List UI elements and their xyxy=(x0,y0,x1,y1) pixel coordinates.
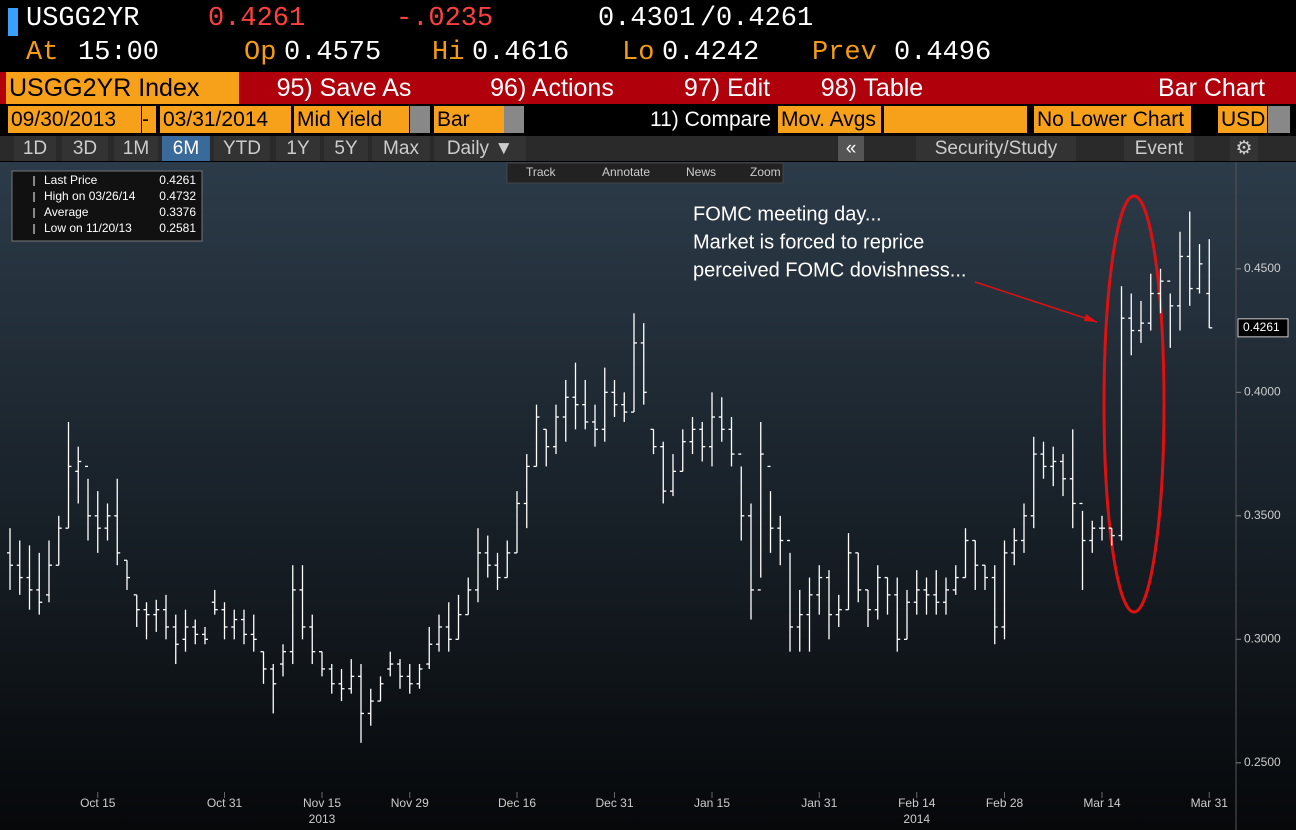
dropdown[interactable] xyxy=(410,106,430,133)
year-label: 2013 xyxy=(309,812,336,826)
tool[interactable]: Annotate xyxy=(602,165,650,179)
style[interactable]: Bar xyxy=(434,106,505,133)
high: 0.4616 xyxy=(472,38,570,68)
legend-value: 0.4261 xyxy=(159,173,196,187)
label: At xyxy=(26,38,59,68)
field[interactable]: Mid Yield xyxy=(294,106,409,133)
period[interactable]: Daily ▼ xyxy=(434,136,526,161)
field-empty[interactable] xyxy=(884,106,1027,133)
dropdown[interactable] xyxy=(504,106,524,133)
chart: Track Annotate News Zoom 0.2500 0.3000 0.3500 0… xyxy=(0,162,1296,830)
low: 0.4242 xyxy=(662,38,760,68)
x-tick-label: Dec 31 xyxy=(595,796,633,810)
legend-value: 0.2581 xyxy=(159,221,196,235)
tools-bar xyxy=(506,162,784,184)
x-tick-label: Oct 15 xyxy=(80,796,116,810)
legend-value: 0.3376 xyxy=(159,205,196,219)
tab[interactable]: 5Y xyxy=(324,136,368,161)
x-tick-label: Feb 14 xyxy=(898,796,936,810)
tab[interactable]: 1D xyxy=(14,136,56,161)
tab[interactable]: Max xyxy=(372,136,430,161)
dash: - xyxy=(142,106,156,133)
legend-label: High on 03/26/14 xyxy=(44,189,136,203)
last-price-label: 0.4261 xyxy=(1243,320,1280,334)
tab[interactable]: 3D xyxy=(62,136,108,161)
button[interactable]: 96) Actions xyxy=(452,72,652,104)
settings[interactable]: ⚙ xyxy=(1230,136,1258,161)
mov-avgs[interactable]: Mov. Avgs xyxy=(778,106,881,133)
event[interactable]: Event xyxy=(1124,136,1194,161)
prev: 0.4496 xyxy=(894,38,992,68)
arrow-head xyxy=(1084,314,1097,322)
bid: 0.4301 xyxy=(598,4,696,34)
start-date[interactable]: 09/30/2013 xyxy=(8,106,141,133)
tab[interactable]: 6M xyxy=(162,136,210,161)
button[interactable]: 97) Edit xyxy=(656,72,798,104)
y-tick-label: 0.4000 xyxy=(1244,384,1281,398)
legend-label: Average xyxy=(44,205,89,219)
view[interactable]: Bar Chart xyxy=(1158,74,1265,102)
legend-box xyxy=(11,170,203,242)
y-tick-label: 0.4500 xyxy=(1244,261,1281,275)
x-tick-label: Jan 31 xyxy=(801,796,837,810)
tab[interactable]: YTD xyxy=(214,136,270,161)
highlight-ellipse xyxy=(1102,194,1166,614)
x-tick-label: Feb 28 xyxy=(986,796,1024,810)
label: Prev xyxy=(812,38,877,68)
study[interactable]: Security/Study xyxy=(916,136,1076,161)
tab[interactable]: 1Y xyxy=(276,136,320,161)
y-tick-label: 0.3000 xyxy=(1244,631,1281,645)
slash: / xyxy=(700,4,717,34)
label: Hi xyxy=(432,38,465,68)
x-tick-label: Oct 31 xyxy=(207,796,243,810)
legend-label: Low on 11/20/13 xyxy=(44,221,132,235)
tab[interactable]: 1M xyxy=(114,136,158,161)
year-label: 2014 xyxy=(903,812,930,826)
time: 15:00 xyxy=(78,38,160,68)
marker xyxy=(8,8,18,36)
change: -.0235 xyxy=(396,4,494,34)
tool[interactable]: Zoom xyxy=(750,165,781,179)
x-tick-label: Nov 15 xyxy=(303,796,341,810)
last-price-tag xyxy=(1237,318,1289,338)
x-tick-label: Jan 15 xyxy=(694,796,730,810)
end-date[interactable]: 03/31/2014 xyxy=(160,106,291,133)
annotation: Market is forced to reprice xyxy=(693,231,924,253)
annotation: perceived FOMC dovishness... xyxy=(693,259,966,281)
arrow xyxy=(974,281,1098,323)
button[interactable]: 95) Save As xyxy=(240,72,448,104)
ask: 0.4261 xyxy=(716,4,814,34)
currency[interactable]: USD xyxy=(1218,106,1267,133)
label: Lo xyxy=(622,38,655,68)
x-tick-label: Nov 29 xyxy=(391,796,429,810)
ticker: USGG2YR xyxy=(26,4,140,34)
tool[interactable]: News xyxy=(686,165,716,179)
y-tick-label: 0.3500 xyxy=(1244,508,1281,522)
annotation: FOMC meeting day... xyxy=(693,203,882,225)
tool[interactable]: Track xyxy=(526,165,557,179)
open: 0.4575 xyxy=(284,38,382,68)
x-tick-label: Mar 14 xyxy=(1083,796,1121,810)
plot-bg xyxy=(0,162,1296,830)
label: Op xyxy=(244,38,277,68)
compare[interactable]: 11) Compare xyxy=(650,108,771,131)
x-tick-label: Dec 16 xyxy=(498,796,536,810)
legend-label: Last Price xyxy=(44,173,98,187)
x-tick-label: Mar 31 xyxy=(1191,796,1229,810)
lower-chart[interactable]: No Lower Chart xyxy=(1034,106,1191,133)
legend-value: 0.4732 xyxy=(159,189,196,203)
security[interactable]: USGG2YR Index xyxy=(6,72,239,104)
dropdown[interactable] xyxy=(1268,106,1290,133)
y-tick-label: 0.2500 xyxy=(1244,755,1281,769)
collapse[interactable]: « xyxy=(838,136,864,161)
button[interactable]: 98) Table xyxy=(802,72,942,104)
last: 0.4261 xyxy=(208,4,306,34)
